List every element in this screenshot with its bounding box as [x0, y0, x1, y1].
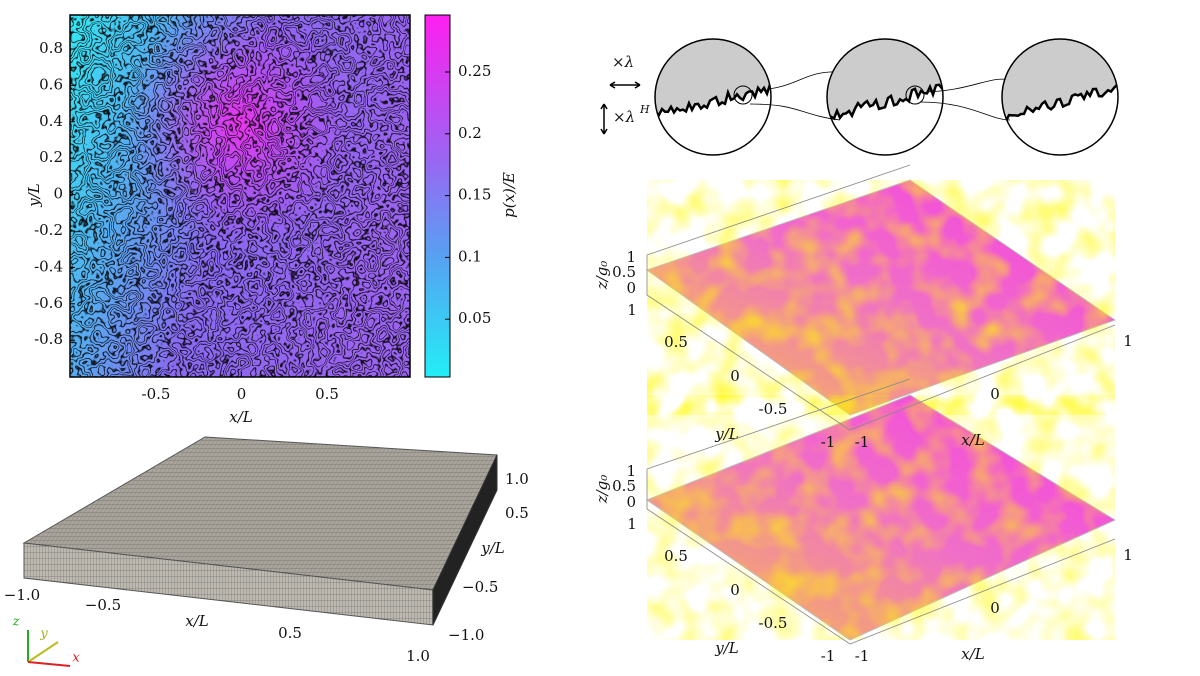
- x-label: x/L: [185, 612, 209, 630]
- z-label: z/g₀: [593, 475, 611, 505]
- x-label: x/L: [961, 645, 985, 663]
- y-tick-label: 0.5: [664, 547, 688, 565]
- contour-lines: [70, 15, 410, 377]
- z-tick-label: 0.5: [612, 477, 636, 495]
- surface-bottom: [645, 394, 1117, 641]
- y-tick-label: -0.8: [34, 330, 63, 348]
- rough-boundary: [1002, 80, 1118, 124]
- vertical-arrow: [600, 103, 608, 135]
- colorbar-tick-label: 0.25: [458, 62, 491, 80]
- rough-boundary: [655, 82, 771, 123]
- x-tick-label: 1: [1123, 546, 1133, 564]
- x-tick-label: 0: [990, 385, 1000, 403]
- y-tick-label: 1.0: [505, 470, 529, 488]
- y-tick-label: -1: [821, 647, 836, 665]
- mesh-side: [432, 454, 498, 626]
- z-tick-label: 1: [626, 462, 636, 480]
- x-tick-label: 0.5: [315, 385, 339, 403]
- surface-top: [645, 179, 1117, 416]
- x-tick-label: 0.5: [278, 624, 302, 642]
- y-tick-label: -0.6: [34, 294, 63, 312]
- solid-region: [655, 39, 771, 123]
- y-label: y/L: [714, 425, 739, 443]
- horizontal-arrow: [609, 81, 641, 89]
- zoom-circle: [1001, 38, 1119, 156]
- y-tick-label: 1: [627, 301, 637, 319]
- z-tick-label: 0: [626, 279, 636, 297]
- zoom-circle: [826, 38, 944, 156]
- zoom-spot: [733, 85, 753, 105]
- y-tick-label: -1: [821, 433, 836, 451]
- surface-shading: [647, 395, 1115, 640]
- z-tick-label: 0.5: [612, 263, 636, 281]
- x-tick-label: -1: [855, 647, 870, 665]
- z-label: z/g₀: [593, 261, 611, 291]
- y-tick-label: 0.6: [39, 75, 63, 93]
- vertical-scale: ×λ: [613, 108, 635, 126]
- horizontal-scale: ×λ: [612, 53, 634, 71]
- triad-y: [27, 641, 59, 663]
- x-tick-label: −1.0: [4, 586, 40, 604]
- colorbar-tick-label: 0.05: [458, 309, 491, 327]
- solid-region: [1002, 39, 1118, 123]
- x-tick-label: -1: [855, 433, 870, 451]
- z-tick-label: 0: [626, 493, 636, 511]
- y-tick-label: 0.4: [39, 112, 63, 130]
- colorbar-tick-label: 0.15: [458, 186, 491, 204]
- x-tick-label: 0: [237, 385, 247, 403]
- y-tick-label: -0.2: [34, 221, 63, 239]
- colorbar-tick-label: 0.1: [458, 247, 482, 265]
- y-tick-label: 0: [53, 185, 63, 203]
- x-tick-label: 1: [1123, 332, 1133, 350]
- zoom-spot: [905, 85, 925, 105]
- x-tick-label: −0.5: [85, 596, 121, 614]
- y-tick-label: 0.5: [505, 504, 529, 522]
- y-label: y/L: [480, 539, 505, 557]
- x-tick-label: 0: [990, 599, 1000, 617]
- y-tick-label: −0.5: [462, 578, 498, 596]
- y-tick-label: 0: [730, 581, 740, 599]
- y-tick-label: -0.5: [759, 614, 788, 632]
- axis-box: [646, 164, 1116, 431]
- zoom-lines: [749, 71, 1011, 121]
- y-tick-label: 0.8: [39, 39, 63, 57]
- surface-shading: [647, 180, 1115, 415]
- z-tick-label: 1: [626, 248, 636, 266]
- y-label: y/L: [25, 183, 43, 208]
- x-tick-label: -0.5: [142, 385, 171, 403]
- colorbar-tick-label: 0.2: [458, 124, 482, 142]
- y-tick-label: −1.0: [448, 626, 484, 644]
- x-label: x/L: [961, 431, 985, 449]
- colorbar-label: p(x)/E: [500, 172, 518, 218]
- plot-frame: [69, 14, 411, 378]
- solid-region: [827, 39, 943, 123]
- y-tick-label: -0.5: [759, 400, 788, 418]
- y-tick-label: -0.4: [34, 257, 63, 275]
- axis-box: [646, 378, 1116, 645]
- y-tick-label: 1: [627, 515, 637, 533]
- y-label: y/L: [714, 639, 739, 657]
- y-tick-label: 0.5: [664, 333, 688, 351]
- vertical-exponent: H: [639, 103, 650, 116]
- triad-label: z: [12, 615, 20, 630]
- rough-boundary: [827, 83, 943, 124]
- x-label: x/L: [229, 408, 253, 426]
- x-tick-label: 1.0: [406, 647, 430, 665]
- scaling-diagram: [600, 71, 1011, 135]
- triad-label: y: [39, 627, 48, 642]
- zoom-circle: [654, 38, 772, 156]
- y-tick-label: 0: [730, 367, 740, 385]
- contour-map: [69, 14, 451, 378]
- triad-label: x: [72, 651, 80, 666]
- mesh-block: [22, 436, 498, 667]
- y-tick-label: 0.2: [39, 148, 63, 166]
- triad-x: [27, 661, 71, 667]
